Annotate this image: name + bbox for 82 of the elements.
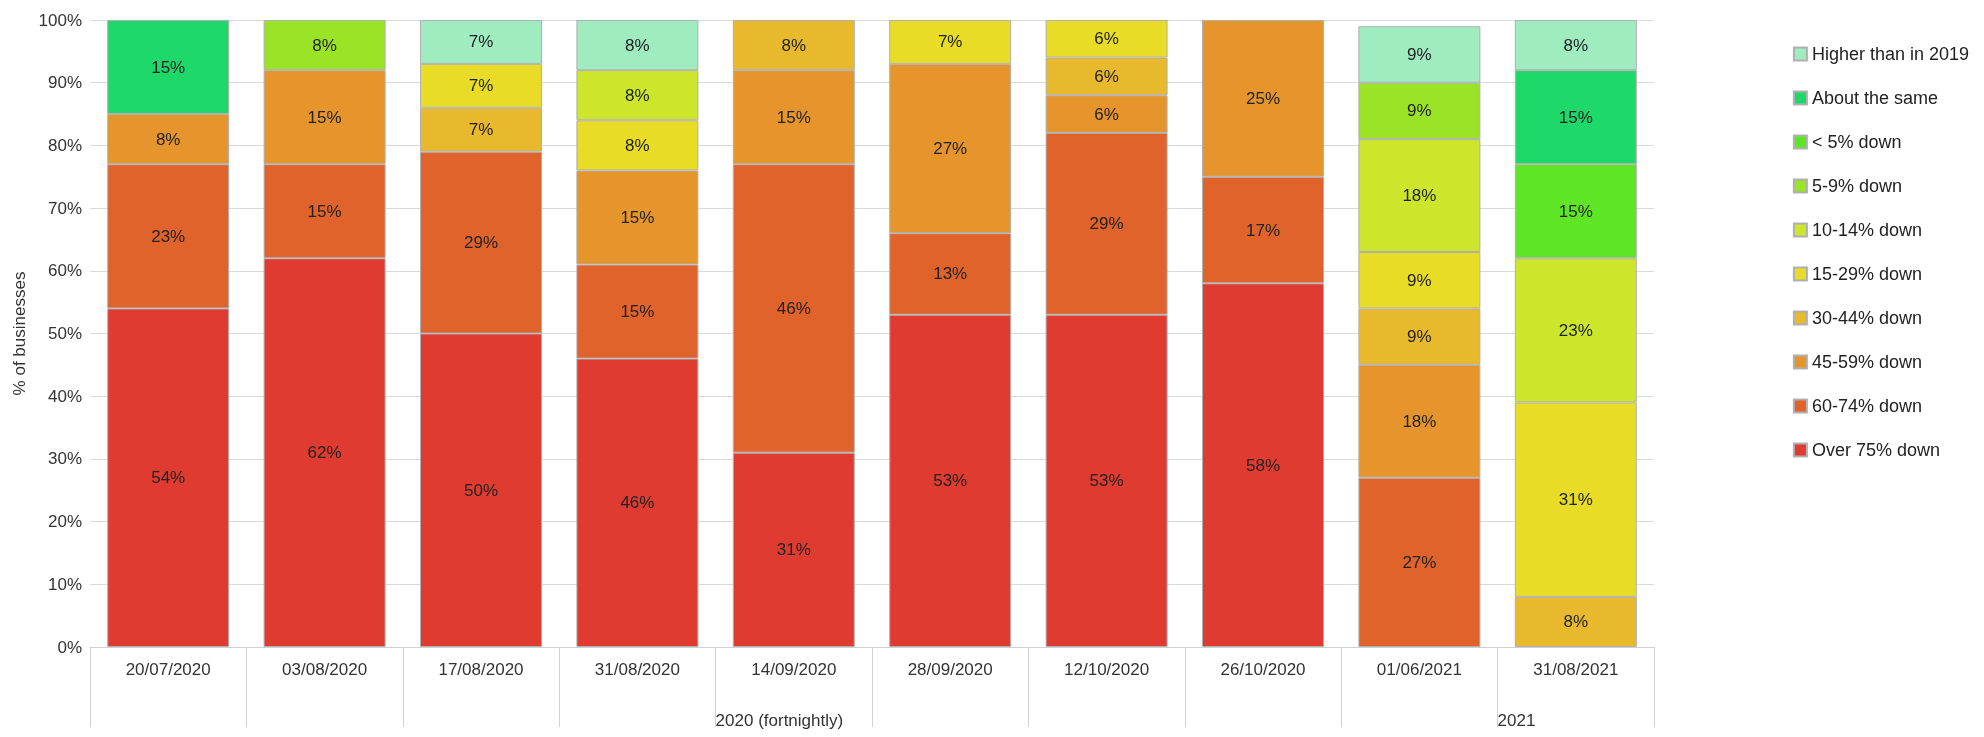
legend-label: 10-14% down (1811, 220, 1922, 240)
data-label: 50% (463, 480, 499, 500)
x-tick-label: 03/08/2020 (282, 660, 368, 679)
data-label: 9% (1407, 44, 1432, 64)
y-tick-label: 40% (47, 386, 82, 406)
data-label: 8% (625, 35, 650, 55)
data-label: 27% (933, 139, 968, 159)
x-tick-label: 01/06/2021 (1376, 660, 1462, 679)
x-tick-label: 31/08/2020 (594, 660, 680, 679)
data-label: 7% (937, 32, 963, 52)
data-label: 8% (625, 85, 650, 105)
data-label: 6% (1094, 66, 1119, 86)
data-label: 8% (312, 35, 337, 55)
data-label: 15% (151, 57, 186, 77)
data-label: 15% (620, 302, 655, 322)
data-label: 58% (1245, 455, 1281, 475)
y-axis-title: % of businesses (9, 271, 29, 396)
data-label: 46% (620, 493, 655, 513)
data-label: 13% (933, 264, 968, 284)
x-tick-label: 31/08/2021 (1533, 660, 1619, 679)
data-label: 9% (1407, 270, 1432, 290)
y-tick-label: 60% (47, 261, 82, 281)
data-label: 8% (1563, 612, 1589, 632)
data-label: 31% (776, 540, 811, 560)
data-label: 7% (468, 120, 494, 140)
data-label: 9% (1407, 327, 1432, 347)
text: 2021 (1497, 711, 1536, 730)
data-label: 15% (776, 107, 811, 127)
x-tick-label: 14/09/2020 (751, 660, 837, 679)
data-label: 25% (1245, 88, 1281, 108)
data-label: 6% (1094, 104, 1119, 124)
data-label: 9% (1407, 101, 1432, 121)
data-label: 17% (1245, 220, 1281, 240)
legend-label: About the same (1811, 88, 1938, 108)
data-label: 46% (776, 298, 811, 318)
y-tick-label: 100% (38, 10, 82, 30)
data-label: 8% (1563, 35, 1589, 55)
data-label: 53% (933, 471, 968, 491)
data-label: 7% (468, 32, 494, 52)
text: 2020 (fortnightly) (715, 711, 844, 730)
x-tick-label: 26/10/2020 (1220, 660, 1306, 679)
legend-label: 30-44% down (1811, 308, 1922, 328)
data-label: 23% (1558, 320, 1593, 340)
data-label: 15% (1558, 201, 1593, 221)
legend-label: Over 75% down (1811, 440, 1940, 460)
data-label: 15% (620, 208, 655, 228)
data-label: 27% (1402, 552, 1437, 572)
data-label: 18% (1402, 186, 1437, 206)
data-label: 18% (1402, 411, 1437, 431)
legend-label: 5-9% down (1811, 176, 1902, 196)
legend-label: 60-74% down (1811, 396, 1922, 416)
legend-label: 45-59% down (1811, 352, 1922, 372)
y-tick-label: 80% (47, 135, 82, 155)
y-tick-label: 70% (47, 198, 82, 218)
x-tick-label: 17/08/2020 (438, 660, 524, 679)
y-tick-label: 50% (47, 324, 82, 343)
data-label: 15% (307, 201, 342, 221)
legend-label: Higher than in 2019 (1811, 44, 1970, 64)
y-tick-label: 90% (47, 73, 82, 93)
x-tick-label: 28/09/2020 (907, 660, 993, 679)
y-tick-label: 10% (47, 574, 82, 594)
x-tick-label: 20/07/2020 (125, 660, 211, 679)
data-label: 31% (1558, 490, 1593, 510)
legend-label: 15-29% down (1811, 264, 1922, 284)
data-label: 53% (1089, 471, 1124, 491)
data-label: 15% (1558, 107, 1593, 127)
data-label: 23% (151, 226, 186, 246)
data-label: 29% (463, 233, 499, 253)
data-label: 15% (307, 107, 342, 127)
y-tick-label: 20% (47, 512, 82, 532)
data-label: 8% (155, 129, 181, 149)
legend-label: < 5% down (1811, 132, 1902, 152)
x-tick-label: 12/10/2020 (1064, 660, 1150, 679)
data-label: 8% (625, 135, 650, 155)
data-label: 62% (307, 443, 342, 463)
data-label: 29% (1089, 214, 1124, 234)
data-label: 6% (1094, 29, 1119, 49)
data-label: 8% (781, 35, 807, 55)
data-label: 54% (151, 468, 186, 488)
data-label: 7% (468, 76, 494, 96)
y-tick-label: 0% (57, 637, 82, 657)
y-tick-label: 30% (47, 449, 82, 469)
